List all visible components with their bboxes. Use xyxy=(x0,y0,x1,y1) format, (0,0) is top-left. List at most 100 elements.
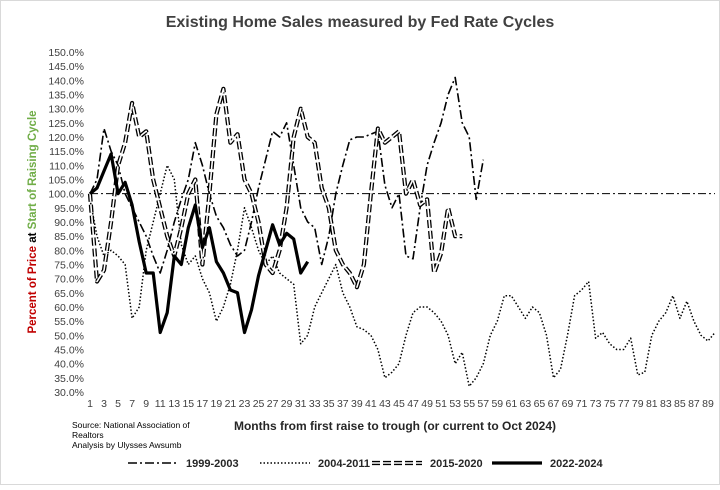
x-tick-label: 59 xyxy=(491,398,503,410)
chart-title: Existing Home Sales measured by Fed Rate… xyxy=(166,14,555,31)
x-tick-label: 13 xyxy=(168,398,180,410)
y-tick-label: 75.0% xyxy=(54,260,84,272)
x-tick-label: 15 xyxy=(182,398,194,410)
x-tick-label: 53 xyxy=(449,398,461,410)
source-note-line: Source: National Association of xyxy=(72,420,190,430)
x-tick-label: 49 xyxy=(421,398,433,410)
x-tick-label: 39 xyxy=(351,398,363,410)
y-tick-label: 40.0% xyxy=(54,359,84,371)
x-tick-label: 43 xyxy=(379,398,391,410)
y-tick-label: 95.0% xyxy=(54,203,84,215)
y-tick-label: 30.0% xyxy=(54,387,84,399)
x-tick-label: 11 xyxy=(155,398,166,410)
legend-label: 2015-2020 xyxy=(430,458,483,470)
x-tick-label: 19 xyxy=(211,398,223,410)
x-tick-label: 23 xyxy=(239,398,251,410)
y-tick-label: 150.0% xyxy=(48,47,84,59)
y-tick-label: 130.0% xyxy=(48,104,84,116)
x-tick-label: 61 xyxy=(506,398,518,410)
x-tick-label: 7 xyxy=(129,398,135,410)
x-tick-label: 69 xyxy=(562,398,574,410)
y-tick-label: 145.0% xyxy=(48,61,84,73)
legend: 1999-2003 2004-2011 2015-2020 2022-2024 xyxy=(128,458,603,470)
x-tick-label: 87 xyxy=(688,398,700,410)
legend-item-2015-2020: 2015-2020 xyxy=(372,458,483,470)
x-tick-label: 17 xyxy=(197,398,209,410)
series-path-inner xyxy=(89,88,463,288)
x-tick-label: 41 xyxy=(365,398,377,410)
y-tick-label: 35.0% xyxy=(54,373,84,385)
y-tick-label: 80.0% xyxy=(54,245,84,257)
series-path xyxy=(88,152,310,335)
source-note: Source: National Association ofRealtorsA… xyxy=(72,420,190,450)
y-tick-label: 65.0% xyxy=(54,288,84,300)
x-tick-label: 65 xyxy=(534,398,546,410)
x-tick-label: 75 xyxy=(604,398,616,410)
legend-label: 2022-2024 xyxy=(550,458,603,470)
x-tick-label: 77 xyxy=(618,398,630,410)
y-tick-label: 100.0% xyxy=(48,189,84,201)
x-axis-title: Months from first raise to trough (or cu… xyxy=(234,419,556,433)
legend-item-2004-2011: 2004-2011 xyxy=(260,458,370,470)
y-tick-label: 70.0% xyxy=(54,274,84,286)
legend-item-1999-2003: 1999-2003 xyxy=(128,458,239,470)
x-tick-label: 51 xyxy=(435,398,447,410)
y-tick-label: 105.0% xyxy=(48,175,84,187)
y-tick-label: 120.0% xyxy=(48,132,84,144)
y-tick-label: 110.0% xyxy=(49,160,84,172)
x-tick-label: 3 xyxy=(101,398,107,410)
y-tick-label: 125.0% xyxy=(48,118,84,130)
y-tick-label: 60.0% xyxy=(54,302,84,314)
x-tick-label: 31 xyxy=(295,398,307,410)
y-tick-label: 55.0% xyxy=(54,316,84,328)
legend-label: 1999-2003 xyxy=(186,458,239,470)
x-tick-label: 83 xyxy=(660,398,672,410)
y-axis-title-part: Percent of Price xyxy=(27,246,39,334)
x-tick-label: 21 xyxy=(225,398,237,410)
x-tick-label: 67 xyxy=(548,398,560,410)
y-tick-label: 135.0% xyxy=(48,90,84,102)
y-tick-label: 85.0% xyxy=(54,231,84,243)
series-line-2015-2020 xyxy=(87,86,463,290)
series-path xyxy=(89,164,716,388)
legend-label: 2004-2011 xyxy=(318,458,370,470)
x-tick-label: 33 xyxy=(309,398,321,410)
x-tick-label: 9 xyxy=(143,398,149,410)
legend-item-2022-2024: 2022-2024 xyxy=(492,458,603,470)
x-tick-label: 29 xyxy=(281,398,293,410)
x-tick-label: 35 xyxy=(323,398,335,410)
source-note-line: Analysis by Ulysses Awsumb xyxy=(72,440,182,450)
x-tick-label: 81 xyxy=(646,398,658,410)
series-line-2004-2011 xyxy=(89,164,716,388)
x-tick-label: 89 xyxy=(702,398,714,410)
x-tick-label: 71 xyxy=(576,398,588,410)
y-tick-label: 115.0% xyxy=(49,146,84,158)
x-tick-label: 85 xyxy=(674,398,686,410)
x-tick-label: 47 xyxy=(407,398,419,410)
y-tick-label: 45.0% xyxy=(54,345,84,357)
x-tick-label: 45 xyxy=(393,398,405,410)
series-line-1999-2003 xyxy=(89,76,485,274)
x-tick-label: 1 xyxy=(87,398,93,410)
y-axis-title-part: at xyxy=(27,229,39,246)
x-tick-label: 55 xyxy=(463,398,475,410)
y-axis-title: Percent of Price at Start of Raising Cyc… xyxy=(27,110,39,333)
x-tick-label: 27 xyxy=(267,398,279,410)
x-tick-label: 73 xyxy=(590,398,602,410)
series-path xyxy=(89,76,485,274)
y-tick-label: 90.0% xyxy=(54,217,84,229)
x-tick-label: 25 xyxy=(253,398,265,410)
source-note-line: Realtors xyxy=(72,430,104,440)
x-tick-label: 79 xyxy=(632,398,644,410)
x-tick-label: 37 xyxy=(337,398,349,410)
y-tick-label: 50.0% xyxy=(54,330,84,342)
x-tick-label: 63 xyxy=(520,398,532,410)
x-tick-label: 57 xyxy=(477,398,489,410)
series-line-2022-2024 xyxy=(88,152,310,335)
x-tick-label: 5 xyxy=(115,398,121,410)
y-tick-label: 140.0% xyxy=(48,75,84,87)
y-axis-label: Percent of Price at Start of Raising Cyc… xyxy=(27,110,39,333)
